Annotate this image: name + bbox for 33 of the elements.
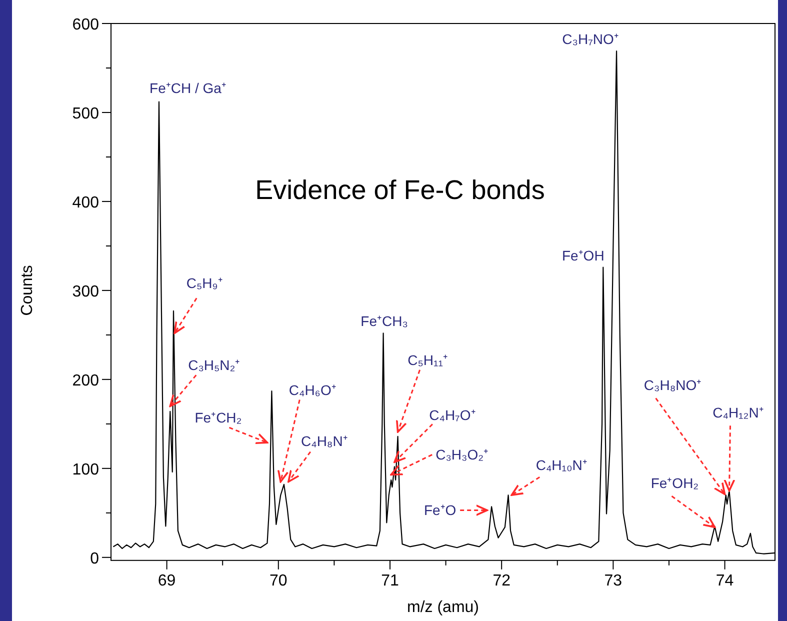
text: Evidence of Fe-C bonds	[255, 175, 545, 205]
y-tick-label: 200	[72, 372, 100, 390]
annotation: Fe⁺CH / Ga⁺	[150, 80, 226, 96]
annotation: C₄H₈N⁺	[301, 432, 348, 449]
annotation: C₃H₈NO⁺	[644, 377, 702, 394]
y-tick-label: 300	[72, 283, 100, 300]
annotation: Fe⁺OH₂	[650, 475, 699, 492]
y-tick-label: 500	[72, 105, 100, 122]
annotation: C₄H₆O⁺	[288, 382, 336, 398]
annotation: Fe⁺CH₃	[360, 313, 408, 330]
annotation: C₅H₉⁺	[186, 275, 223, 292]
x-tick-label: 70	[269, 572, 288, 590]
annotation: C₄H₁₂N⁺	[712, 404, 764, 421]
y-tick-label: 0	[90, 550, 100, 568]
x-tick-label: 71	[381, 572, 399, 590]
annotation: Fe⁺OH	[562, 247, 604, 264]
y-tick-label: 400	[72, 194, 100, 212]
annotation: C₄H₁₀N⁺	[536, 457, 588, 474]
y-axis-title: Counts	[19, 265, 36, 316]
annotation: Fe⁺CH₂	[194, 410, 242, 426]
annotation: Fe⁺O	[424, 502, 456, 518]
annotation: C₃H₇NO⁺	[562, 31, 619, 48]
x-tick-label: 69	[158, 572, 176, 590]
annotation: C₄H₇O⁺	[429, 407, 476, 424]
y-tick-label: 100	[72, 461, 100, 478]
annotation: C₅H₁₁⁺	[408, 352, 448, 368]
x-tick-label: 74	[716, 572, 734, 590]
annotation: C₃H₅N₂⁺	[188, 357, 240, 374]
x-tick-label: 72	[492, 572, 511, 590]
x-axis-title: m/z (amu)	[407, 599, 479, 616]
annotation: C₃H₃O₂⁺	[436, 446, 489, 463]
x-tick-label: 73	[604, 572, 622, 590]
y-tick-label: 600	[72, 16, 100, 34]
